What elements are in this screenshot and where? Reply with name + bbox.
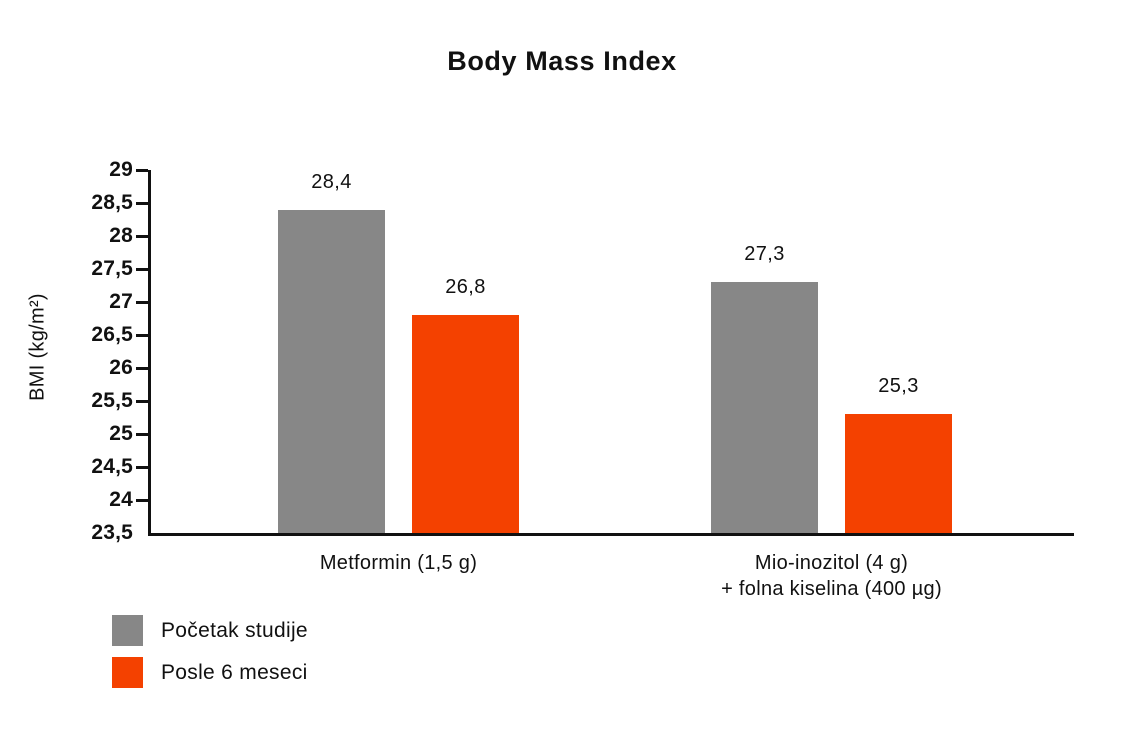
- y-tick-label: 24,5: [91, 455, 133, 478]
- y-tick-mark: [136, 433, 148, 436]
- y-tick-mark: [136, 466, 148, 469]
- bar: [845, 414, 952, 533]
- chart-title: Body Mass Index: [447, 46, 677, 76]
- y-tick-label: 27,5: [91, 257, 133, 280]
- bar-value-label: 26,8: [445, 276, 486, 298]
- legend-swatch: [112, 615, 143, 646]
- y-tick-label: 23,5: [91, 521, 133, 544]
- y-tick-label: 28: [109, 224, 133, 247]
- y-tick-label: 26,5: [91, 323, 133, 346]
- x-axis-line: [148, 533, 1074, 536]
- bar-value-label: 27,3: [744, 243, 785, 265]
- y-tick-mark: [136, 334, 148, 337]
- legend-label: Početak studije: [161, 618, 308, 642]
- bar: [711, 282, 818, 533]
- y-tick-label: 26: [109, 356, 133, 379]
- y-tick-label: 25: [109, 422, 133, 445]
- y-tick-label: 29: [109, 158, 133, 181]
- y-tick-mark: [136, 202, 148, 205]
- x-category-label: Metformin (1,5 g): [319, 552, 478, 574]
- y-tick-mark: [136, 499, 148, 502]
- legend-label: Posle 6 meseci: [161, 660, 308, 684]
- y-tick-mark: [136, 169, 148, 172]
- y-tick-mark: [136, 400, 148, 403]
- legend-swatch: [112, 657, 143, 688]
- bar: [278, 210, 385, 533]
- y-tick-label: 28,5: [91, 191, 133, 214]
- y-tick-label: 27: [109, 290, 133, 313]
- bar-value-label: 28,4: [311, 171, 352, 193]
- y-tick-label: 25,5: [91, 389, 133, 412]
- y-tick-label: 24: [109, 488, 133, 511]
- y-tick-mark: [136, 301, 148, 304]
- y-tick-mark: [136, 235, 148, 238]
- y-tick-mark: [136, 268, 148, 271]
- x-category-label: Mio-inozitol (4 g) + folna kiselina (400…: [721, 552, 942, 600]
- y-tick-mark: [136, 367, 148, 370]
- bar-value-label: 25,3: [878, 375, 919, 397]
- y-axis-line: [148, 170, 151, 536]
- legend-row: Početak studije: [112, 615, 308, 646]
- legend: Početak studije Posle 6 meseci: [112, 615, 308, 699]
- bar: [412, 315, 519, 533]
- legend-row: Posle 6 meseci: [112, 657, 308, 688]
